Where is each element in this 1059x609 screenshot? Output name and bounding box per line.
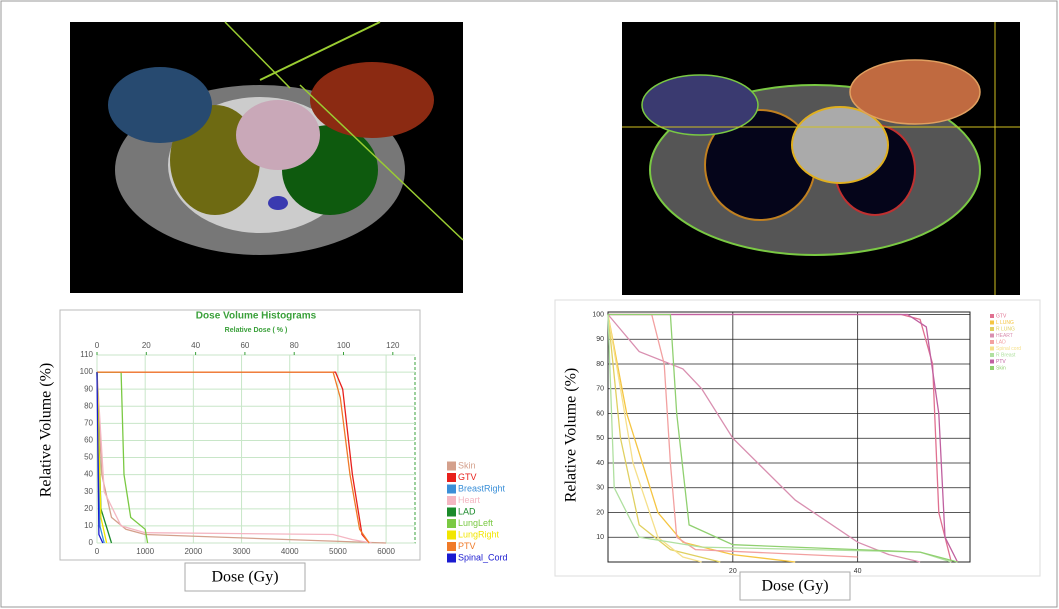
y-tick-label: 70 [596,386,604,393]
y-tick-label: 20 [596,509,604,516]
legend-label: LAD [996,339,1006,345]
y-tick-label: 30 [596,485,604,492]
legend-label: PTV [458,541,476,551]
y-tick-label: 60 [84,436,93,445]
legend-label: GTV [458,472,477,482]
legend-swatch [990,340,994,344]
y-tick-label: 100 [592,311,604,318]
legend-swatch [447,473,456,482]
legend-label: LungLeft [458,518,494,528]
legend-label: LAD [458,506,476,516]
legend-label: Heart [458,495,481,505]
y-axis-label: Relative Volume (%) [563,368,580,503]
chart-title: Dose Volume Histograms [196,311,317,322]
legend-label: R LUNG [996,326,1015,332]
ct-image-right [622,22,1020,295]
y-tick-label: 0 [89,538,94,547]
y-tick-label: 70 [84,418,93,427]
x2-tick-label: 80 [290,341,299,350]
legend-swatch [990,347,994,351]
y-tick-label: 90 [596,336,604,343]
legend-swatch [447,508,456,517]
legend-label: Spinal cord [996,346,1021,352]
y-tick-label: 90 [84,384,93,393]
x-tick-label: 1000 [136,547,154,556]
legend-swatch [990,334,994,338]
legend-swatch [447,519,456,528]
legend-swatch [447,531,456,540]
x2-tick-label: 0 [95,341,100,350]
page: {"chart_data": [ {"type": "line", "title… [0,0,1059,609]
y-tick-label: 20 [84,504,93,513]
y-tick-label: 50 [84,453,93,462]
legend-label: Skin [458,460,476,470]
x-tick-label: 40 [854,568,862,575]
x-tick-label: 0 [95,547,100,556]
x-tick-label: 6000 [377,547,395,556]
legend-label: LungRight [458,529,500,539]
x-axis-label: Dose (Gy) [211,569,278,586]
legend-label: Skin [996,365,1006,371]
legend-swatch [447,554,456,563]
y-tick-label: 10 [596,534,604,541]
legend-swatch [447,485,456,494]
y-axis-label: Relative Volume (%) [38,363,55,498]
legend-swatch [990,353,994,357]
legend-swatch [990,321,994,325]
y-tick-label: 110 [80,350,93,359]
y-tick-label: 40 [84,470,93,479]
y-tick-label: 100 [80,367,94,376]
legend-label: L LUNG [996,320,1014,326]
legend-label: HEART [996,333,1013,339]
y-tick-label: 40 [596,460,604,467]
legend-label: Spinal_Cord [458,552,508,562]
legend-swatch [447,496,456,505]
x2-tick-label: 60 [240,341,249,350]
legend-swatch [447,462,456,471]
y-tick-label: 60 [596,410,604,417]
y-tick-label: 80 [84,401,93,410]
y-tick-label: 30 [84,487,93,496]
legend-label: BreastRight [458,483,506,493]
x2-axis-label: Relative Dose ( % ) [225,327,288,334]
ct-image-left [70,22,463,293]
x2-tick-label: 100 [337,341,351,350]
y-tick-label: 80 [596,361,604,368]
legend-swatch [990,314,994,318]
x-tick-label: 3000 [233,547,251,556]
x-tick-label: 20 [729,568,737,575]
x-tick-label: 2000 [184,547,202,556]
x-tick-label: 4000 [281,547,299,556]
legend-swatch [447,542,456,551]
figure: Dose Volume Histograms Relative Dose ( %… [0,0,1059,609]
x-axis-label: Dose (Gy) [761,578,828,595]
legend-label: PTV [996,359,1006,365]
legend-label: GTV [996,313,1007,319]
y-tick-label: 10 [84,521,93,530]
legend-label: R Breast [996,352,1016,358]
x2-tick-label: 40 [191,341,200,350]
legend-swatch [990,366,994,370]
legend-swatch [990,327,994,331]
x-tick-label: 5000 [329,547,347,556]
x2-tick-label: 20 [142,341,151,350]
x2-tick-label: 120 [386,341,400,350]
y-tick-label: 50 [596,435,604,442]
legend-swatch [990,360,994,364]
